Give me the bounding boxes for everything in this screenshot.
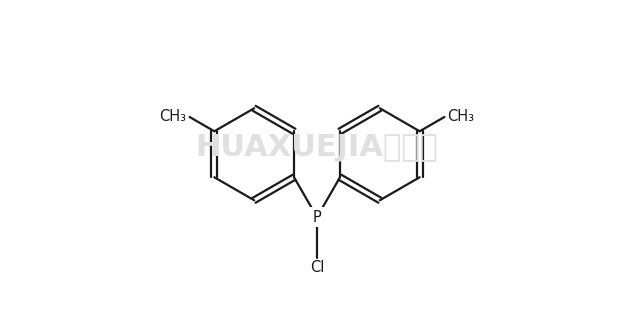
Text: P: P [313,210,321,225]
Text: CH₃: CH₃ [159,109,186,124]
Text: HUAXUEJIA化学加: HUAXUEJIA化学加 [196,133,438,162]
Text: Cl: Cl [310,260,324,275]
Text: CH₃: CH₃ [448,109,475,124]
